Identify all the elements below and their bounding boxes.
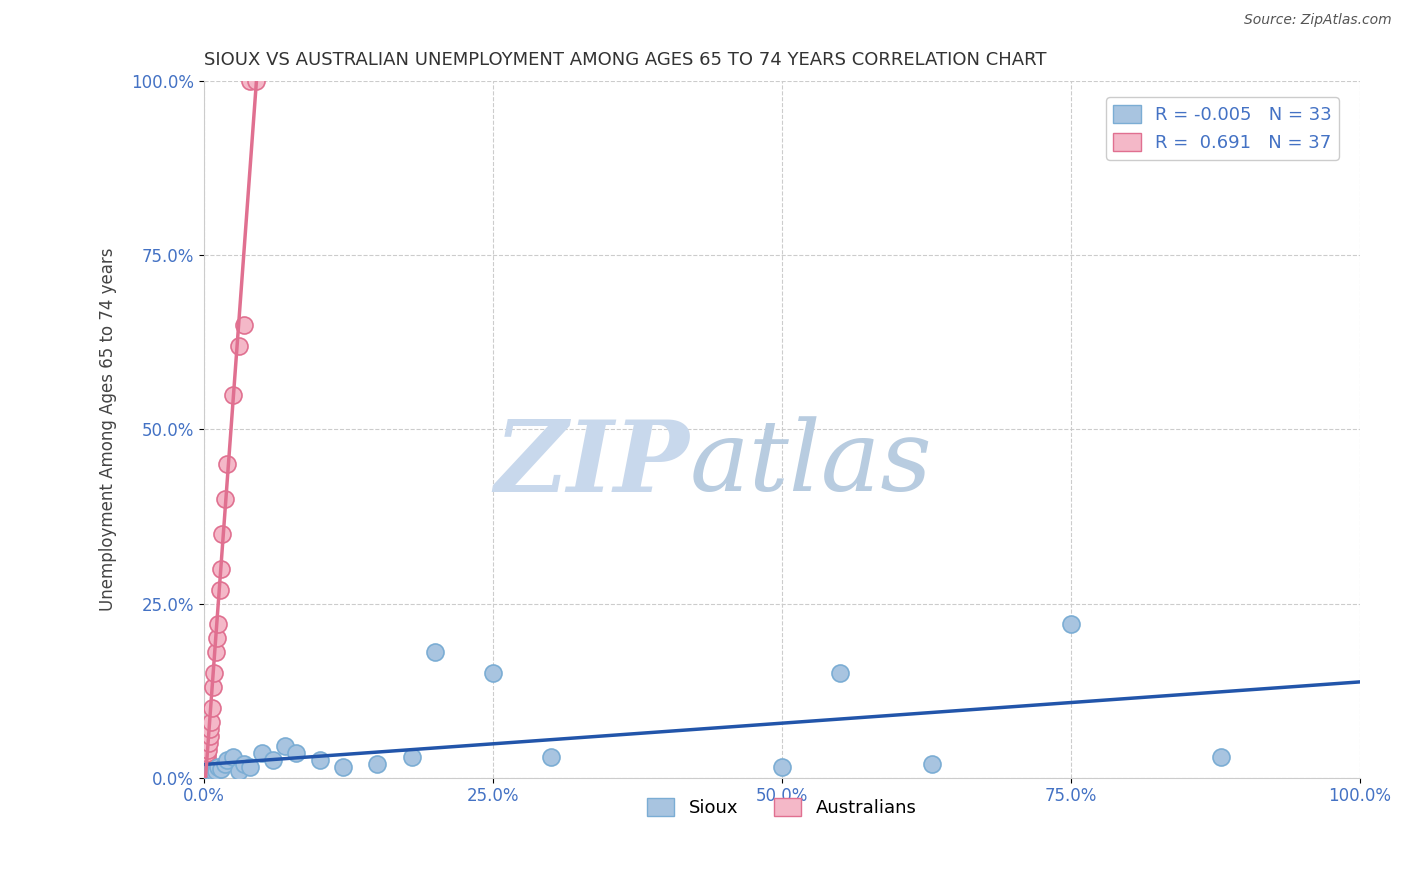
Point — [228, 764, 250, 778]
Point — [197, 768, 219, 782]
Point — [197, 736, 219, 750]
Point — [332, 760, 354, 774]
Text: Source: ZipAtlas.com: Source: ZipAtlas.com — [1244, 13, 1392, 28]
Point — [1059, 617, 1081, 632]
Point — [204, 764, 226, 778]
Point — [204, 645, 226, 659]
Point — [366, 756, 388, 771]
Point — [239, 760, 262, 774]
Point — [285, 746, 308, 760]
Point — [540, 749, 562, 764]
Point — [228, 339, 250, 353]
Point — [197, 746, 219, 760]
Point — [194, 767, 217, 781]
Point — [200, 766, 222, 780]
Point — [195, 749, 218, 764]
Point — [1209, 749, 1232, 764]
Point — [233, 318, 256, 332]
Point — [197, 768, 219, 782]
Point — [209, 562, 232, 576]
Point — [194, 762, 217, 776]
Point — [921, 756, 943, 771]
Point — [217, 457, 239, 471]
Point — [197, 742, 219, 756]
Point — [201, 701, 224, 715]
Point — [194, 764, 217, 779]
Point — [194, 767, 217, 781]
Point — [482, 666, 505, 681]
Point — [222, 387, 245, 401]
Point — [423, 645, 446, 659]
Point — [308, 753, 330, 767]
Point — [202, 764, 225, 779]
Point — [195, 753, 218, 767]
Point — [195, 767, 218, 781]
Point — [207, 617, 229, 632]
Point — [194, 764, 217, 778]
Point — [211, 527, 233, 541]
Point — [245, 74, 267, 88]
Point — [193, 767, 215, 781]
Point — [198, 767, 221, 781]
Point — [200, 714, 222, 729]
Point — [222, 749, 245, 764]
Point — [214, 756, 236, 771]
Point — [200, 722, 222, 736]
Text: SIOUX VS AUSTRALIAN UNEMPLOYMENT AMONG AGES 65 TO 74 YEARS CORRELATION CHART: SIOUX VS AUSTRALIAN UNEMPLOYMENT AMONG A… — [204, 51, 1046, 69]
Point — [250, 746, 273, 760]
Point — [201, 764, 224, 778]
Point — [194, 760, 217, 774]
Y-axis label: Unemployment Among Ages 65 to 74 years: Unemployment Among Ages 65 to 74 years — [100, 248, 117, 611]
Point — [262, 753, 284, 767]
Text: ZIP: ZIP — [495, 416, 689, 513]
Legend: Sioux, Australians: Sioux, Australians — [640, 790, 924, 824]
Point — [770, 760, 793, 774]
Point — [239, 74, 262, 88]
Point — [274, 739, 297, 754]
Point — [205, 632, 228, 646]
Point — [209, 762, 232, 776]
Point — [195, 756, 218, 771]
Point — [217, 753, 239, 767]
Point — [233, 756, 256, 771]
Point — [401, 749, 423, 764]
Point — [194, 764, 217, 779]
Point — [214, 492, 236, 507]
Point — [202, 680, 225, 694]
Point — [202, 666, 225, 681]
Text: atlas: atlas — [689, 417, 932, 512]
Point — [202, 767, 225, 781]
Point — [194, 760, 217, 774]
Point — [194, 767, 217, 781]
Point — [194, 764, 217, 778]
Point — [198, 729, 221, 743]
Point — [828, 666, 851, 681]
Point — [207, 760, 229, 774]
Point — [209, 582, 232, 597]
Point — [195, 756, 218, 771]
